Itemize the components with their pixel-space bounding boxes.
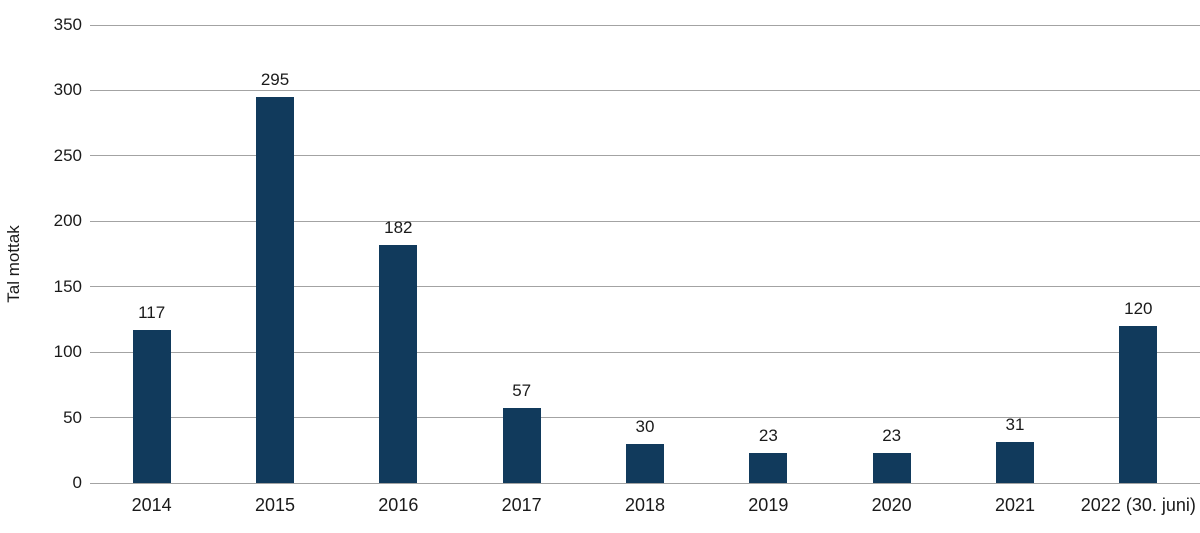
- bar-value-label-2016: 182: [384, 217, 413, 237]
- gridline-y-350: [90, 24, 1200, 26]
- y-tick-label-350: 350: [53, 15, 82, 34]
- y-tick-label-300: 300: [53, 80, 82, 100]
- x-category-label-2022 (30. juni): 2022 (30. juni): [1080, 495, 1196, 515]
- x-category-label-2020: 2020: [871, 495, 912, 515]
- y-tick-label-0: 0: [72, 473, 82, 492]
- bar-2017: [502, 408, 541, 483]
- y-tick-label-50: 50: [63, 407, 82, 427]
- bar-2019: [749, 452, 788, 483]
- bar-value-label-2021: 31: [1005, 415, 1025, 435]
- y-tick-label-250: 250: [53, 145, 82, 165]
- x-axis-line: [90, 482, 1200, 484]
- bar-2014: [132, 329, 171, 483]
- gridline-y-300: [90, 89, 1200, 91]
- gridline-y-250: [90, 155, 1200, 157]
- bar-value-label-2019: 23: [758, 425, 778, 445]
- bar-2015: [256, 96, 294, 483]
- bar-2020: [872, 452, 911, 483]
- bar-value-label-2015: 295: [260, 69, 290, 89]
- gridline-y-100: [90, 351, 1200, 353]
- bar-value-label-2018: 30: [635, 416, 655, 436]
- bar-2016: [379, 244, 418, 483]
- bar-value-label-2014: 117: [138, 302, 166, 322]
- bar-value-label-2020: 23: [882, 425, 902, 445]
- y-tick-label-200: 200: [53, 211, 82, 231]
- bar-value-label-2022 (30. juni): 120: [1124, 298, 1153, 318]
- bar-2018: [626, 443, 664, 483]
- y-tick-label-150: 150: [53, 276, 82, 296]
- bar-2022 (30. juni): [1119, 325, 1158, 483]
- gridline-y-150: [90, 286, 1200, 288]
- x-category-label-2014: 2014: [131, 495, 172, 515]
- bar-value-label-2017: 57: [512, 381, 532, 401]
- x-category-label-2015: 2015: [254, 495, 296, 515]
- x-category-label-2019: 2019: [748, 495, 789, 515]
- y-tick-label-100: 100: [53, 342, 82, 362]
- bar-2021: [996, 442, 1034, 483]
- gridline-y-50: [90, 417, 1200, 419]
- x-category-label-2016: 2016: [378, 495, 419, 515]
- gridline-y-200: [90, 220, 1200, 222]
- x-category-label-2017: 2017: [501, 495, 542, 515]
- x-category-label-2021: 2021: [994, 495, 1036, 515]
- x-category-label-2018: 2018: [624, 495, 666, 515]
